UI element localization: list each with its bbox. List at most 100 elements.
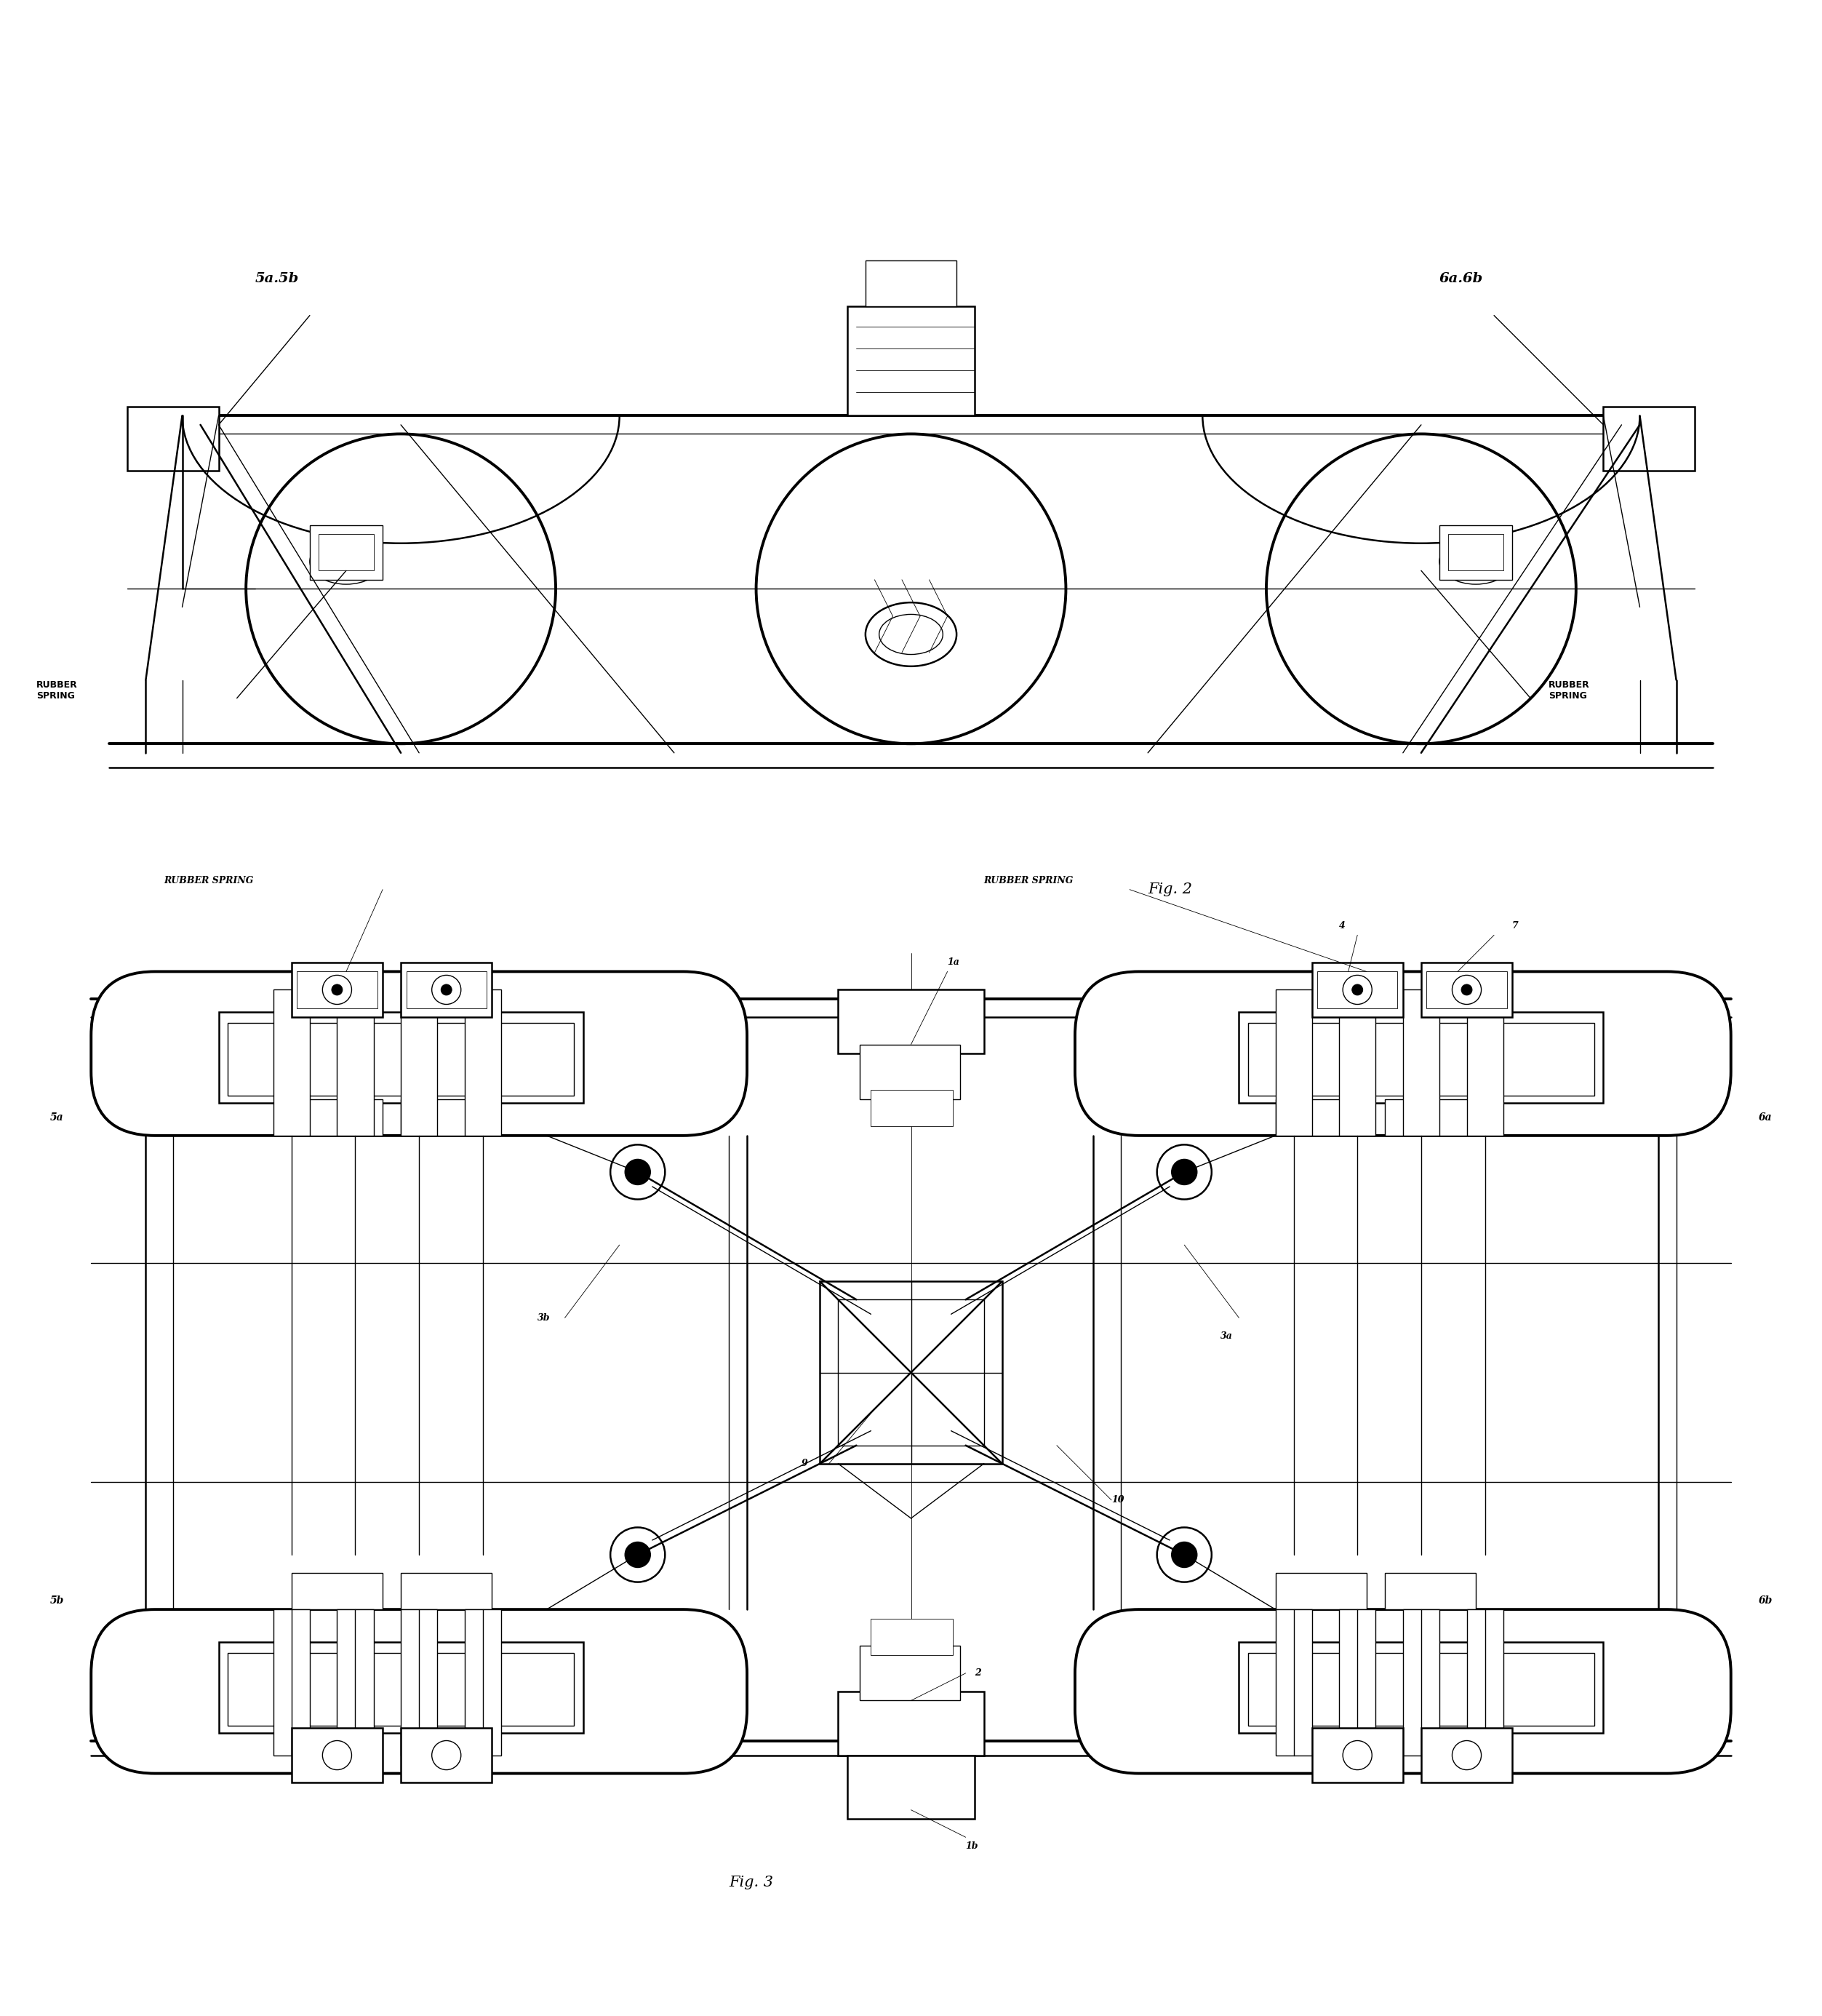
Bar [228, 1653, 574, 1726]
Bar [847, 1756, 975, 1818]
Bar [838, 990, 984, 1054]
FancyBboxPatch shape [91, 1609, 747, 1774]
Bar [1385, 1572, 1476, 1609]
Bar [1248, 1022, 1594, 1095]
Bar [1312, 962, 1403, 1018]
Bar [1421, 962, 1512, 1018]
Bar [401, 962, 492, 1018]
Bar [219, 1643, 583, 1734]
Bar [219, 1012, 583, 1103]
Bar [1467, 1609, 1503, 1756]
Text: 1a: 1a [947, 958, 960, 968]
Bar [1339, 1609, 1376, 1756]
Bar [401, 1572, 492, 1609]
Bar [838, 1300, 984, 1445]
Bar [847, 306, 975, 415]
Text: RUBBER
SPRING: RUBBER SPRING [36, 679, 78, 700]
FancyBboxPatch shape [1075, 1609, 1731, 1774]
Circle shape [441, 984, 452, 996]
Bar [1467, 990, 1503, 1135]
Bar [292, 1099, 383, 1135]
Circle shape [610, 1528, 665, 1583]
Bar [1448, 534, 1503, 571]
Circle shape [246, 433, 556, 744]
Bar [1239, 1012, 1603, 1103]
Bar [465, 990, 501, 1135]
Bar [865, 260, 957, 306]
Circle shape [1172, 1542, 1197, 1568]
Text: 7: 7 [1512, 921, 1518, 931]
Bar [1385, 1099, 1476, 1135]
Bar [871, 1619, 953, 1655]
Text: 3a: 3a [1221, 1331, 1233, 1341]
Text: 6a.6b: 6a.6b [1439, 272, 1483, 286]
Bar [292, 962, 383, 1018]
Circle shape [1343, 1740, 1372, 1770]
Circle shape [756, 433, 1066, 744]
Text: 5a: 5a [51, 1113, 64, 1123]
Text: 5a.5b: 5a.5b [255, 272, 299, 286]
Circle shape [432, 1740, 461, 1770]
Bar [228, 1022, 574, 1095]
Bar [838, 1691, 984, 1756]
Text: 9: 9 [802, 1460, 807, 1468]
Circle shape [332, 984, 343, 996]
Bar [1275, 1099, 1366, 1135]
Bar [273, 990, 310, 1135]
Bar [401, 990, 437, 1135]
Bar [860, 1645, 960, 1702]
Bar [1317, 972, 1397, 1008]
Bar [401, 1728, 492, 1782]
Text: 1b: 1b [966, 1841, 978, 1851]
Circle shape [1157, 1145, 1212, 1200]
Bar [1603, 407, 1694, 470]
Circle shape [625, 1542, 650, 1568]
Bar [1421, 1728, 1512, 1782]
Circle shape [322, 1740, 352, 1770]
Circle shape [1452, 1740, 1481, 1770]
Circle shape [1172, 1159, 1197, 1185]
Bar [1275, 990, 1312, 1135]
Text: 4: 4 [1339, 921, 1345, 931]
Bar [337, 990, 374, 1135]
Circle shape [1157, 1528, 1212, 1583]
Text: RUBBER SPRING: RUBBER SPRING [164, 875, 253, 885]
Bar [401, 1099, 492, 1135]
Text: 10: 10 [1111, 1496, 1124, 1504]
Bar [310, 524, 383, 581]
Circle shape [322, 976, 352, 1004]
Bar [871, 1091, 953, 1127]
Bar [1427, 972, 1507, 1008]
Bar [297, 972, 377, 1008]
Text: 6b: 6b [1758, 1595, 1773, 1605]
Circle shape [1343, 976, 1372, 1004]
Text: 2: 2 [975, 1669, 980, 1677]
Bar [292, 1728, 383, 1782]
Bar [820, 1282, 1002, 1464]
Circle shape [1463, 548, 1489, 575]
FancyBboxPatch shape [91, 972, 747, 1135]
Circle shape [432, 976, 461, 1004]
Bar [1439, 524, 1512, 581]
Bar [401, 1609, 437, 1756]
Bar [319, 534, 374, 571]
Bar [1275, 1572, 1366, 1609]
Bar [1403, 990, 1439, 1135]
Text: 3b: 3b [537, 1312, 550, 1322]
Text: RUBBER SPRING: RUBBER SPRING [984, 875, 1073, 885]
Bar [860, 1044, 960, 1099]
Circle shape [333, 548, 359, 575]
Circle shape [610, 1145, 665, 1200]
Bar [1239, 1643, 1603, 1734]
Circle shape [1452, 976, 1481, 1004]
FancyBboxPatch shape [1075, 972, 1731, 1135]
Bar [1403, 1609, 1439, 1756]
Bar [1312, 1728, 1403, 1782]
Text: Fig. 3: Fig. 3 [729, 1875, 773, 1889]
Text: 5b: 5b [49, 1595, 64, 1605]
Circle shape [1266, 433, 1576, 744]
Bar [406, 972, 486, 1008]
Text: RUBBER
SPRING: RUBBER SPRING [1549, 679, 1591, 700]
Bar [128, 407, 219, 470]
Text: 6a: 6a [1758, 1113, 1771, 1123]
